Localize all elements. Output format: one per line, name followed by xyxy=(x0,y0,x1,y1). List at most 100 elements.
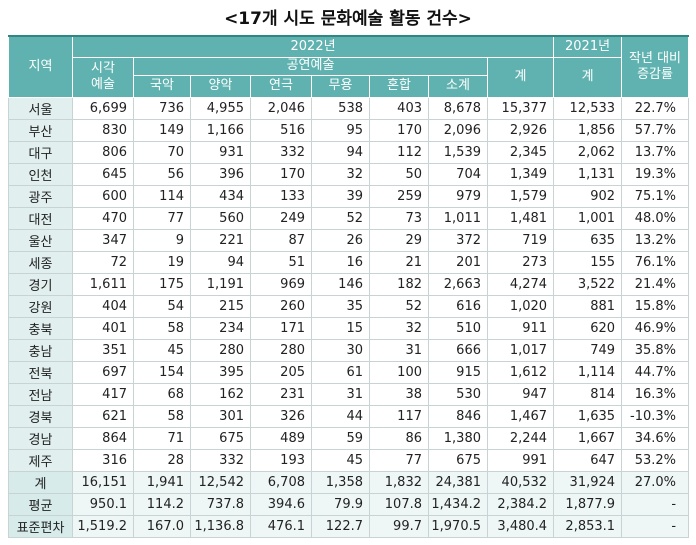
region-cell: 부산 xyxy=(8,118,73,142)
value-cell: 16,151 xyxy=(72,470,134,494)
value-cell: 2,096 xyxy=(428,118,488,142)
value-cell: 538 xyxy=(311,96,370,120)
header-cell: 국악 xyxy=(133,74,191,98)
region-cell: 대구 xyxy=(8,140,73,164)
region-cell: 전북 xyxy=(8,360,73,384)
value-cell: 1,020 xyxy=(486,294,555,318)
table-row: 울산 347 9 221 87 26 29 372 719 635 13.2% xyxy=(8,228,690,252)
value-cell: 647 xyxy=(553,448,623,472)
value-cell: 24,381 xyxy=(428,470,488,494)
value-cell: 16.3% xyxy=(621,382,690,406)
value-cell: 75.1% xyxy=(621,184,690,208)
value-cell: 122.7 xyxy=(311,514,370,538)
region-cell: 충남 xyxy=(8,338,73,362)
value-cell: 4,274 xyxy=(486,272,555,296)
value-cell: 28 xyxy=(133,448,191,472)
value-cell: 2,853.1 xyxy=(553,514,623,538)
value-cell: 31 xyxy=(311,382,370,406)
value-cell: 21.4% xyxy=(621,272,690,296)
value-cell: 3,480.4 xyxy=(486,514,555,538)
value-cell: 167.0 xyxy=(133,514,191,538)
value-cell: 201 xyxy=(428,250,488,274)
value-cell: 911 xyxy=(486,316,555,340)
value-cell: 2,663 xyxy=(428,272,488,296)
value-cell: 77 xyxy=(133,206,191,230)
value-cell: 814 xyxy=(553,382,623,406)
table-row: 경남 864 71 675 489 59 86 1,380 2,244 1,667 34.6% xyxy=(8,426,690,450)
value-cell: 146 xyxy=(311,272,370,296)
value-cell: 1,191 xyxy=(190,272,251,296)
value-cell: 205 xyxy=(250,360,312,384)
value-cell: 149 xyxy=(133,118,191,142)
region-cell: 충북 xyxy=(8,316,73,340)
table-row: 경북 621 58 301 326 44 117 846 1,467 1,635 -10.3% xyxy=(8,404,690,428)
value-cell: 326 xyxy=(250,404,312,428)
value-cell: 154 xyxy=(133,360,191,384)
value-cell: 171 xyxy=(250,316,312,340)
value-cell: 347 xyxy=(72,228,134,252)
value-cell: 52 xyxy=(369,294,429,318)
value-cell: 417 xyxy=(72,382,134,406)
region-cell: 세종 xyxy=(8,250,73,274)
value-cell: 94 xyxy=(190,250,251,274)
value-cell: 70 xyxy=(133,140,191,164)
value-cell: 1,358 xyxy=(311,470,370,494)
value-cell: 50 xyxy=(369,162,429,186)
value-cell: 58 xyxy=(133,316,191,340)
value-cell: 616 xyxy=(428,294,488,318)
value-cell: 1,539 xyxy=(428,140,488,164)
value-cell: 719 xyxy=(486,228,555,252)
value-cell: 600 xyxy=(72,184,134,208)
value-cell: 48.0% xyxy=(621,206,690,230)
value-cell: 57.7% xyxy=(621,118,690,142)
value-cell: 170 xyxy=(250,162,312,186)
value-cell: 56 xyxy=(133,162,191,186)
value-cell: 46.9% xyxy=(621,316,690,340)
value-cell: 54 xyxy=(133,294,191,318)
value-cell: 45 xyxy=(133,338,191,362)
value-cell: 1,017 xyxy=(486,338,555,362)
value-cell: 1,011 xyxy=(428,206,488,230)
value-cell: 372 xyxy=(428,228,488,252)
value-cell: 22.7% xyxy=(621,96,690,120)
value-cell: 620 xyxy=(553,316,623,340)
value-cell: 395 xyxy=(190,360,251,384)
region-cell: 전남 xyxy=(8,382,73,406)
value-cell: 40,532 xyxy=(486,470,555,494)
header-cell: 2022년 xyxy=(71,35,555,58)
value-cell: 35 xyxy=(311,294,370,318)
value-cell: 1,519.2 xyxy=(72,514,134,538)
value-cell: 737.8 xyxy=(190,492,251,516)
value-cell: 1,941 xyxy=(133,470,191,494)
value-cell: 1,136.8 xyxy=(190,514,251,538)
value-cell: 34.6% xyxy=(621,426,690,450)
value-cell: 39 xyxy=(311,184,370,208)
value-cell: 401 xyxy=(72,316,134,340)
value-cell: 76.1% xyxy=(621,250,690,274)
value-cell: 87 xyxy=(250,228,312,252)
region-cell: 제주 xyxy=(8,448,73,472)
region-cell: 대전 xyxy=(8,206,73,230)
value-cell: 13.7% xyxy=(621,140,690,164)
value-cell: 15,377 xyxy=(486,96,555,120)
value-cell: 38 xyxy=(369,382,429,406)
value-cell: 4,955 xyxy=(190,96,251,120)
value-cell: 32 xyxy=(369,316,429,340)
value-cell: 19 xyxy=(133,250,191,274)
value-cell: 1,832 xyxy=(369,470,429,494)
value-cell: 86 xyxy=(369,426,429,450)
table-row: 인천 645 56 396 170 32 50 704 1,349 1,131 19.3% xyxy=(8,162,690,186)
header-cell: 시각 예술 xyxy=(72,56,134,98)
table-row: 충북 401 58 234 171 15 32 510 911 620 46.9% xyxy=(8,316,690,340)
value-cell: 1,349 xyxy=(486,162,555,186)
value-cell: 915 xyxy=(428,360,488,384)
table-row: 제주 316 28 332 193 45 77 675 991 647 53.2% xyxy=(8,448,690,472)
value-cell: 6,699 xyxy=(72,96,134,120)
value-cell: 645 xyxy=(72,162,134,186)
value-cell: 31 xyxy=(369,338,429,362)
value-cell: 234 xyxy=(190,316,251,340)
table-row: 계 16,151 1,941 12,542 6,708 1,358 1,832 24,381 4… xyxy=(8,470,690,494)
value-cell: 12,542 xyxy=(190,470,251,494)
value-cell: 182 xyxy=(369,272,429,296)
value-cell: 434 xyxy=(190,184,251,208)
